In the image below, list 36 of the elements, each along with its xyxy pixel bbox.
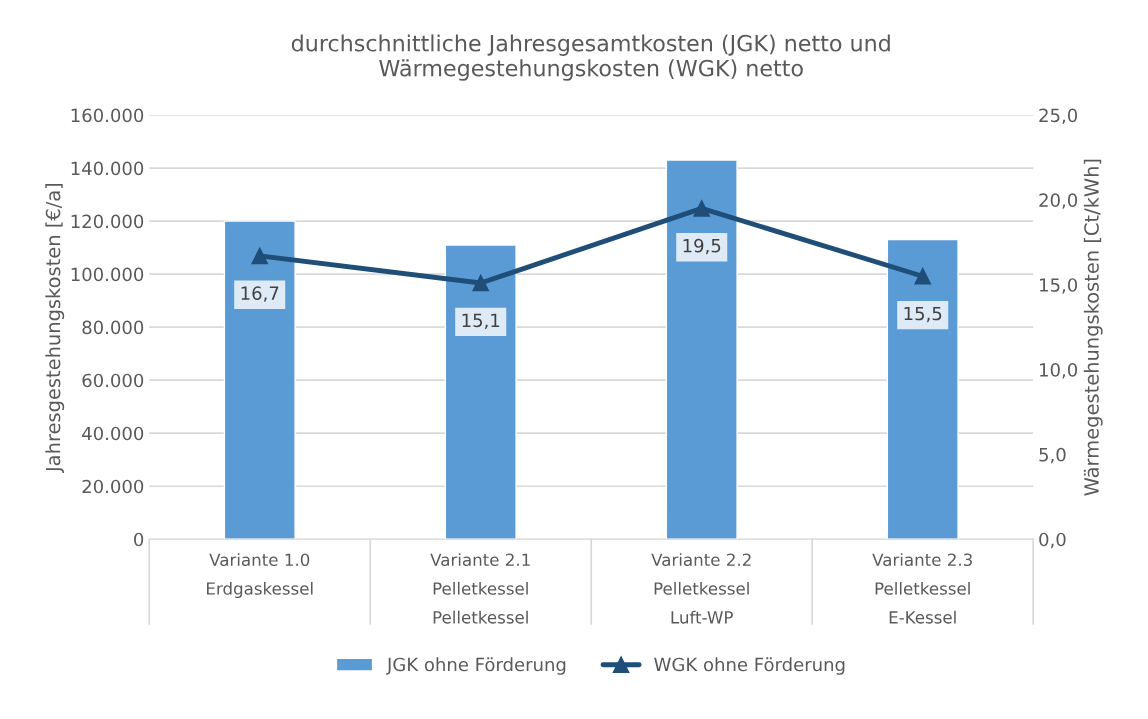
- chart-title: durchschnittliche Jahresgesamtkosten (JGK) netto und Wärmegestehungskosten (WGK) netto: [291, 34, 890, 81]
- point: [914, 267, 932, 285]
- y-tick-label: 100.000: [71, 267, 144, 282]
- x-tick-label: Variante 2.2 Pelletkessel Luft-WP: [651, 553, 751, 624]
- bar: [886, 238, 959, 540]
- legend-label: JGK ohne Förderung: [386, 657, 566, 675]
- y-tick-label: 60.000: [82, 373, 144, 388]
- legend-label: WGK ohne Förderung: [654, 657, 845, 675]
- y2-tick-label: 0,0: [1039, 532, 1066, 549]
- bar: [444, 244, 517, 540]
- y2-tick-label: 10,0: [1040, 363, 1078, 379]
- data-label: 15,5: [904, 306, 942, 323]
- x-tick-label: Variante 2.1 Pelletkessel Pelletkessel: [430, 553, 530, 624]
- y-tick-label: 160.000: [71, 108, 144, 123]
- y2-tick-label: 20,0: [1039, 193, 1078, 209]
- data-label: 15,1: [462, 313, 500, 329]
- data-label: 16,7: [241, 286, 279, 302]
- x-tick-label: Variante 1.0 Erdgaskessel: [207, 553, 313, 599]
- y-tick-label: 0: [134, 532, 144, 547]
- point: [251, 247, 269, 265]
- point: [472, 274, 490, 292]
- y-tick-label: 140.000: [71, 161, 144, 176]
- bar: [665, 159, 738, 540]
- y2-tick-label: 15,0: [1040, 278, 1078, 294]
- data-label: 19,5: [683, 238, 721, 255]
- y-tick-label: 80.000: [82, 320, 144, 335]
- y-tick-label: 40.000: [82, 426, 144, 441]
- bar: [223, 220, 296, 540]
- y2-axis-title: Wärmegestehungskosten [Ct/kWh]: [1083, 159, 1103, 496]
- y2-tick-label: 5,0: [1039, 447, 1066, 464]
- x-tick-label: Variante 2.3 Pelletkessel E-Kessel: [872, 553, 972, 624]
- y-axis-title: Jahresgestehungskosten [€/a]: [45, 183, 65, 474]
- y-tick-label: 20.000: [82, 479, 144, 494]
- y-tick-label: 120.000: [71, 214, 144, 229]
- point: [693, 200, 711, 217]
- y2-tick-label: 25,0: [1039, 108, 1078, 124]
